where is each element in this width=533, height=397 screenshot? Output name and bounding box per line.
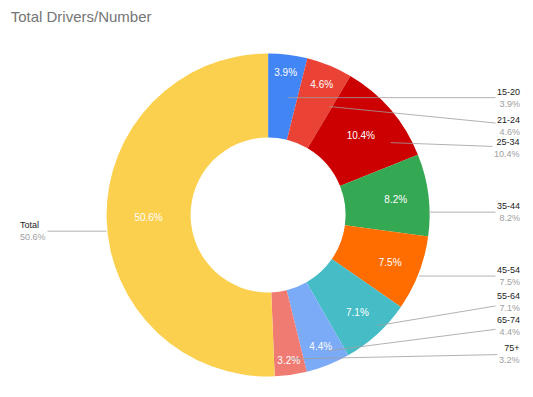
svg-text:35-448.2%: 35-448.2% bbox=[497, 201, 520, 223]
svg-text:25-3410.4%: 25-3410.4% bbox=[494, 137, 520, 159]
svg-text:Total50.6%: Total50.6% bbox=[20, 220, 46, 242]
svg-text:55-647.1%: 55-647.1% bbox=[497, 291, 520, 313]
svg-text:21-244.6%: 21-244.6% bbox=[497, 115, 520, 137]
svg-text:4.4%: 4.4% bbox=[309, 341, 332, 352]
svg-text:75+3.2%: 75+3.2% bbox=[499, 343, 520, 365]
svg-text:7.5%: 7.5% bbox=[379, 257, 402, 268]
svg-text:65-744.4%: 65-744.4% bbox=[497, 315, 520, 337]
svg-text:15-203.9%: 15-203.9% bbox=[497, 87, 520, 109]
svg-text:8.2%: 8.2% bbox=[384, 194, 407, 205]
svg-text:4.6%: 4.6% bbox=[310, 79, 333, 90]
svg-text:50.6%: 50.6% bbox=[134, 212, 162, 223]
svg-text:7.1%: 7.1% bbox=[346, 307, 369, 318]
svg-text:3.9%: 3.9% bbox=[274, 67, 297, 78]
svg-text:10.4%: 10.4% bbox=[347, 130, 375, 141]
svg-text:3.2%: 3.2% bbox=[277, 355, 300, 366]
svg-text:45-547.5%: 45-547.5% bbox=[497, 265, 520, 287]
svg-text:Total Drivers/Number: Total Drivers/Number bbox=[11, 8, 152, 25]
